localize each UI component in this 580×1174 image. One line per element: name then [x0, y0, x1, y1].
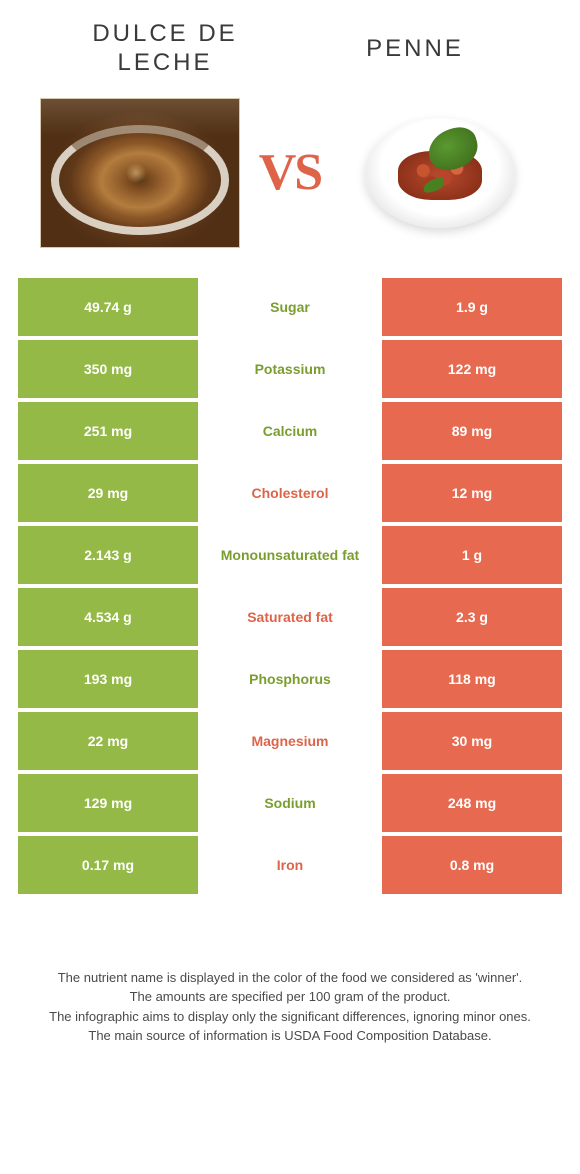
table-row: 22 mgMagnesium30 mg: [18, 712, 562, 770]
food2-value: 12 mg: [382, 464, 562, 522]
footer-line: The main source of information is USDA F…: [30, 1026, 550, 1046]
footer-line: The nutrient name is displayed in the co…: [30, 968, 550, 988]
table-row: 49.74 gSugar1.9 g: [18, 278, 562, 336]
header: DULCE DE LECHE PENNE: [0, 0, 580, 88]
comparison-table: 49.74 gSugar1.9 g350 mgPotassium122 mg25…: [0, 278, 580, 894]
food1-value: 22 mg: [18, 712, 198, 770]
footer-line: The amounts are specified per 100 gram o…: [30, 987, 550, 1007]
nutrient-name: Potassium: [198, 340, 382, 398]
food2-value: 1.9 g: [382, 278, 562, 336]
table-row: 129 mgSodium248 mg: [18, 774, 562, 832]
table-row: 193 mgPhosphorus118 mg: [18, 650, 562, 708]
table-row: 4.534 gSaturated fat2.3 g: [18, 588, 562, 646]
nutrient-name: Magnesium: [198, 712, 382, 770]
table-row: 350 mgPotassium122 mg: [18, 340, 562, 398]
food1-value: 0.17 mg: [18, 836, 198, 894]
nutrient-name: Cholesterol: [198, 464, 382, 522]
food2-value: 2.3 g: [382, 588, 562, 646]
food2-image: [340, 98, 540, 248]
food1-value: 350 mg: [18, 340, 198, 398]
food1-image: [40, 98, 240, 248]
nutrient-name: Phosphorus: [198, 650, 382, 708]
table-row: 0.17 mgIron0.8 mg: [18, 836, 562, 894]
food2-value: 89 mg: [382, 402, 562, 460]
nutrient-name: Monounsaturated fat: [198, 526, 382, 584]
food2-title: PENNE: [290, 35, 540, 63]
food2-value: 30 mg: [382, 712, 562, 770]
table-row: 2.143 gMonounsaturated fat1 g: [18, 526, 562, 584]
food1-value: 2.143 g: [18, 526, 198, 584]
food1-value: 49.74 g: [18, 278, 198, 336]
table-row: 251 mgCalcium89 mg: [18, 402, 562, 460]
food2-value: 248 mg: [382, 774, 562, 832]
food2-value: 0.8 mg: [382, 836, 562, 894]
food2-value: 1 g: [382, 526, 562, 584]
food1-value: 29 mg: [18, 464, 198, 522]
footer-line: The infographic aims to display only the…: [30, 1007, 550, 1027]
nutrient-name: Saturated fat: [198, 588, 382, 646]
plate-icon: [365, 118, 515, 228]
food1-value: 193 mg: [18, 650, 198, 708]
images-row: VS: [0, 88, 580, 278]
food2-value: 118 mg: [382, 650, 562, 708]
nutrient-name: Sodium: [198, 774, 382, 832]
food1-title: DULCE DE LECHE: [40, 20, 290, 78]
nutrient-name: Iron: [198, 836, 382, 894]
nutrient-name: Calcium: [198, 402, 382, 460]
vs-label: VS: [259, 143, 321, 202]
food1-value: 251 mg: [18, 402, 198, 460]
footer-notes: The nutrient name is displayed in the co…: [0, 898, 580, 1086]
nutrient-name: Sugar: [198, 278, 382, 336]
food1-value: 4.534 g: [18, 588, 198, 646]
table-row: 29 mgCholesterol12 mg: [18, 464, 562, 522]
food1-value: 129 mg: [18, 774, 198, 832]
food2-value: 122 mg: [382, 340, 562, 398]
